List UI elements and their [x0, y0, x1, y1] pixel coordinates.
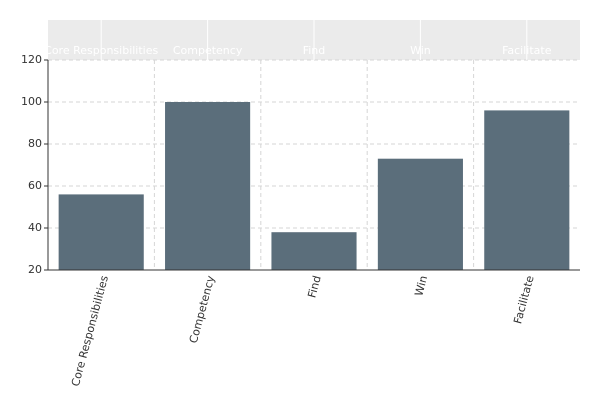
- x-tick-label: Facilitate: [511, 274, 536, 325]
- y-tick-label: 120: [21, 53, 42, 66]
- x-tick-label: Find: [305, 274, 323, 299]
- bar: [165, 102, 251, 270]
- bar: [484, 110, 570, 271]
- bar: [271, 232, 357, 270]
- header-label: Win: [410, 44, 431, 57]
- header-label: Find: [303, 44, 326, 57]
- header-label: Facilitate: [502, 44, 552, 57]
- y-tick-label: 40: [28, 221, 42, 234]
- y-tick-label: 80: [28, 137, 42, 150]
- bar: [58, 194, 144, 270]
- x-tick-label: Competency: [187, 274, 218, 345]
- x-tick-label: Core Responsibilities: [69, 274, 111, 388]
- y-tick-label: 100: [21, 95, 42, 108]
- y-tick-label: 60: [28, 179, 42, 192]
- header-label: Core Responsibilities: [44, 44, 158, 57]
- bar: [377, 158, 463, 270]
- y-tick-label: 20: [28, 263, 42, 276]
- header-label: Competency: [173, 44, 243, 57]
- x-tick-label: Win: [412, 274, 430, 297]
